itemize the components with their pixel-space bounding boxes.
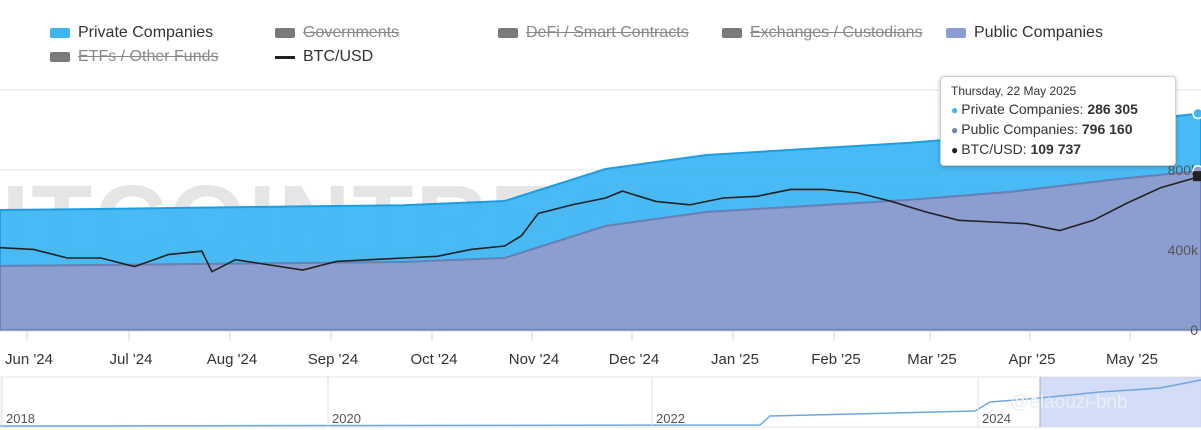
legend-item-private-companies[interactable]: Private Companies [50, 24, 213, 42]
legend-label: Private Companies [78, 24, 214, 41]
legend-label: Exchanges / Custodians [750, 24, 923, 41]
legend-item-public-companies[interactable]: Public Companies [946, 24, 1103, 42]
legend-swatch [275, 55, 295, 59]
y-tick-label: 0 [1190, 322, 1198, 338]
legend-swatch [946, 28, 966, 38]
navigator-year-label: 2018 [6, 411, 35, 426]
tooltip-value: 796 160 [1081, 121, 1133, 137]
legend-item-btc-usd[interactable]: BTC/USD [275, 48, 373, 66]
x-tick-label: May '25 [1106, 351, 1158, 368]
tooltip-label: Public Companies: [961, 121, 1082, 137]
tooltip: Thursday, 22 May 2025 ● Private Companies… [940, 76, 1176, 166]
navigator-year-label: 2022 [656, 411, 685, 426]
legend-item-defi-smart-contracts[interactable]: DeFi / Smart Contracts [498, 24, 689, 42]
tooltip-dot: ● [951, 103, 959, 117]
legend-swatch [498, 28, 518, 38]
legend-label: BTC/USD [303, 48, 374, 65]
legend-swatch [722, 28, 742, 38]
legend-item-governments[interactable]: Governments [275, 24, 399, 42]
x-tick-label: Aug '24 [207, 351, 257, 368]
hover-marker-private [1192, 107, 1201, 120]
navigator[interactable] [0, 376, 1201, 428]
navigator-series [0, 379, 1201, 427]
legend-swatch [275, 28, 295, 38]
line-btc-usd[interactable] [0, 175, 1201, 273]
chart-legend: Private Companies Governments DeFi / Smart… [0, 0, 1201, 80]
tooltip-label: Private Companies: [961, 101, 1088, 117]
legend-label: Governments [303, 24, 400, 41]
navigator-year-label: 2024 [982, 411, 1011, 426]
y-tick-label: 800k [1168, 162, 1199, 178]
legend-swatch [50, 52, 70, 62]
x-tick-label: Sep '24 [308, 351, 358, 368]
legend-swatch [50, 28, 70, 38]
legend-label: Public Companies [974, 24, 1103, 41]
tooltip-dot: ● [951, 143, 959, 157]
navigator-year-label: 2020 [332, 411, 361, 426]
tooltip-value: 286 305 [1087, 101, 1138, 117]
x-tick-label: Nov '24 [509, 351, 559, 368]
x-tick-label: Oct '24 [410, 351, 457, 368]
x-tick-label: Dec '24 [609, 351, 659, 368]
y-tick-label: 400k [1168, 242, 1199, 258]
tooltip-label: BTC/USD: [961, 141, 1031, 157]
hover-marker-btc [1193, 171, 1201, 182]
x-tick-label: Jun '24 [5, 351, 53, 368]
area-public-companies[interactable] [0, 169, 1201, 331]
tooltip-row: ● BTC/USD: 109 737 [951, 140, 1165, 160]
legend-label: ETFs / Other Funds [78, 48, 219, 65]
x-tick-label: Feb '25 [811, 351, 861, 368]
legend-item-exchanges-custodians[interactable]: Exchanges / Custodians [722, 24, 923, 42]
x-tick-label: Mar '25 [907, 351, 957, 368]
tooltip-dot: ● [951, 123, 959, 137]
x-tick-label: Jan '25 [711, 351, 759, 368]
source-watermark: @elaouzi-bnb [1010, 392, 1128, 413]
tooltip-value: 109 737 [1030, 141, 1082, 157]
legend-label: DeFi / Smart Contracts [526, 24, 689, 41]
x-tick-label: Apr '25 [1008, 351, 1055, 368]
x-tick-label: Jul '24 [110, 351, 153, 368]
tooltip-row: ● Private Companies: 286 305 [951, 100, 1165, 120]
tooltip-row: ● Public Companies: 796 160 [951, 120, 1165, 140]
tooltip-date: Thursday, 22 May 2025 [951, 84, 1077, 98]
legend-item-etfs-other-funds[interactable]: ETFs / Other Funds [50, 48, 218, 66]
